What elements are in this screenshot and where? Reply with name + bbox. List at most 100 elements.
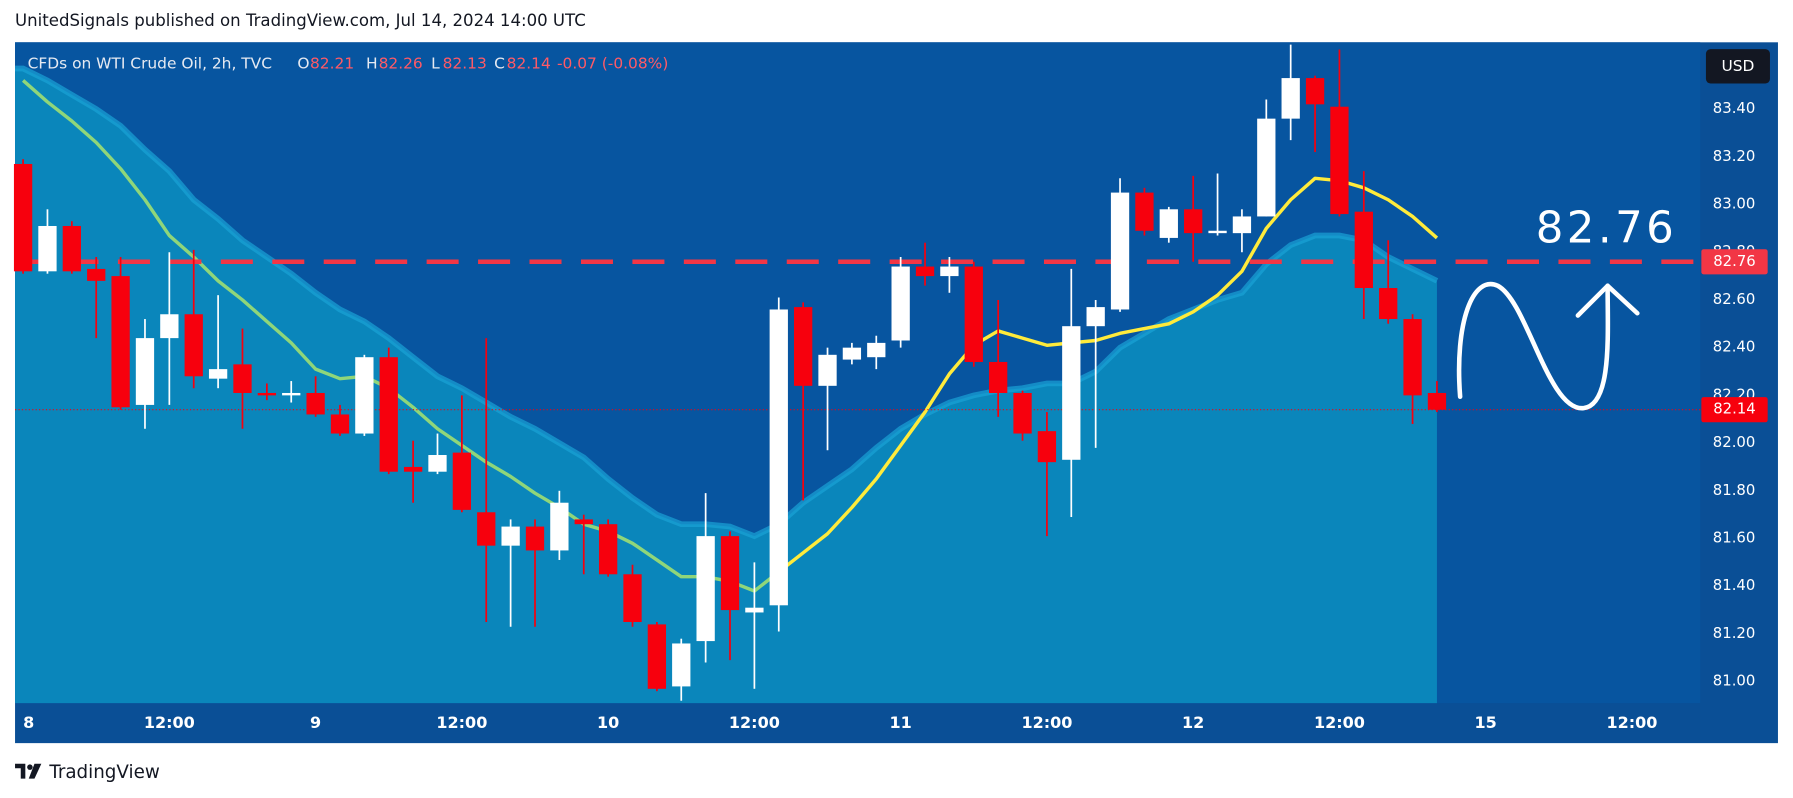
symbol-label: CFDs on WTI Crude Oil, 2h, TVC xyxy=(28,55,272,73)
candle-body xyxy=(1427,392,1447,410)
x-tick-label: 11 xyxy=(890,713,912,732)
legend-close-value: 82.14 xyxy=(507,55,551,73)
y-tick-label: 82.40 xyxy=(1713,338,1756,356)
candle-body xyxy=(525,526,545,551)
arrow-head xyxy=(1575,283,1640,318)
level-price-box xyxy=(1701,249,1768,275)
candle-body xyxy=(1379,288,1398,320)
candle-body xyxy=(1110,192,1130,310)
legend-open-value: 82.21 xyxy=(310,55,354,73)
candle-body xyxy=(940,266,959,277)
candle-body xyxy=(1305,78,1325,105)
candle-body xyxy=(330,414,350,434)
candle-body xyxy=(38,225,57,272)
candle-body xyxy=(1135,192,1154,231)
candle-body xyxy=(428,455,447,472)
candle-body xyxy=(87,268,106,281)
candle-body xyxy=(1232,216,1252,234)
candle-body xyxy=(1013,392,1032,434)
logo-mark xyxy=(28,763,42,779)
ma-line xyxy=(21,79,780,593)
candle-body xyxy=(769,309,788,606)
candle-body xyxy=(379,357,398,472)
candle-body xyxy=(452,452,472,510)
candle-body xyxy=(257,392,277,396)
candle-body xyxy=(964,266,983,362)
candle-body xyxy=(647,624,667,689)
candle-body xyxy=(818,354,837,386)
candle-body xyxy=(62,225,81,272)
candle-body xyxy=(184,314,203,377)
y-tick-label: 81.20 xyxy=(1713,624,1756,642)
legend-low-value: 82.13 xyxy=(443,55,487,73)
candle-body xyxy=(1281,78,1300,119)
y-tick-label: 81.80 xyxy=(1713,481,1756,499)
candle-body xyxy=(501,526,520,546)
candle-body xyxy=(745,607,764,613)
candle-body xyxy=(477,512,496,546)
candle-body xyxy=(574,519,593,525)
legend-l: L xyxy=(431,55,440,73)
tradingview-logo xyxy=(15,763,42,779)
plot-layer xyxy=(13,44,1701,704)
candle-body xyxy=(623,574,642,622)
candle-body xyxy=(891,266,910,341)
x-tick-label: 12:00 xyxy=(729,713,780,732)
publish-header: UnitedSignals published on TradingView.c… xyxy=(15,11,586,30)
candle-body xyxy=(794,307,813,386)
level-price-label: 82.76 xyxy=(1713,252,1756,270)
y-tick-label: 81.60 xyxy=(1713,529,1756,547)
y-tick-label: 81.00 xyxy=(1713,672,1756,690)
candle-body xyxy=(282,392,301,396)
candle-body xyxy=(598,524,618,575)
legend-o: O xyxy=(297,55,309,73)
candle-body xyxy=(720,536,740,611)
candle-body xyxy=(355,357,374,434)
y-tick-label: 83.20 xyxy=(1713,147,1756,165)
x-tick-label: 15 xyxy=(1475,713,1497,732)
candle-body xyxy=(1330,106,1349,215)
legend-c: C xyxy=(494,55,505,73)
candle-body xyxy=(1037,431,1057,463)
candle-body xyxy=(1086,307,1105,327)
y-tick-label: 82.00 xyxy=(1713,433,1756,451)
candle-body xyxy=(1062,326,1081,460)
x-tick-label: 12:00 xyxy=(144,713,195,732)
y-tick-label: 82.60 xyxy=(1713,290,1756,308)
candle-body xyxy=(111,276,130,408)
x-tick-label: 12:00 xyxy=(436,713,487,732)
legend-change: -0.07 (-0.08%) xyxy=(557,55,668,73)
candle-body xyxy=(306,392,325,415)
candle-body xyxy=(13,163,33,272)
candle-body xyxy=(1403,319,1422,396)
x-tick-label: 10 xyxy=(597,713,619,732)
candle-body xyxy=(160,314,179,339)
drawn-arrow xyxy=(1456,281,1611,411)
candle-body xyxy=(208,369,228,379)
candle-body xyxy=(1184,209,1203,234)
candle-body xyxy=(1159,209,1178,238)
x-tick-label: 12 xyxy=(1182,713,1204,732)
band-area xyxy=(15,68,1437,704)
y-tick-label: 83.40 xyxy=(1713,99,1756,117)
currency-box[interactable] xyxy=(1705,49,1770,84)
candle-body xyxy=(233,364,252,393)
x-tick-label: 12:00 xyxy=(1606,713,1657,732)
level-annotation: 82.76 xyxy=(1536,203,1678,253)
footer-brand: TradingView xyxy=(48,762,160,783)
legend-high-value: 82.26 xyxy=(379,55,423,73)
y-tick-label: 81.40 xyxy=(1713,576,1756,594)
x-tick-label: 9 xyxy=(310,713,321,732)
candle-body xyxy=(403,466,423,472)
currency-label[interactable]: USD xyxy=(1721,57,1754,75)
last-price-box xyxy=(1701,397,1768,423)
candle-body xyxy=(672,643,691,687)
legend-h: H xyxy=(366,55,378,73)
x-tick-label: 12:00 xyxy=(1021,713,1072,732)
candle-body xyxy=(1208,230,1227,234)
candle-body xyxy=(135,338,155,405)
x-tick-label: 8 xyxy=(23,713,34,732)
candle-body xyxy=(550,502,569,551)
candle-body xyxy=(915,266,935,277)
last-price-label: 82.14 xyxy=(1713,400,1756,418)
